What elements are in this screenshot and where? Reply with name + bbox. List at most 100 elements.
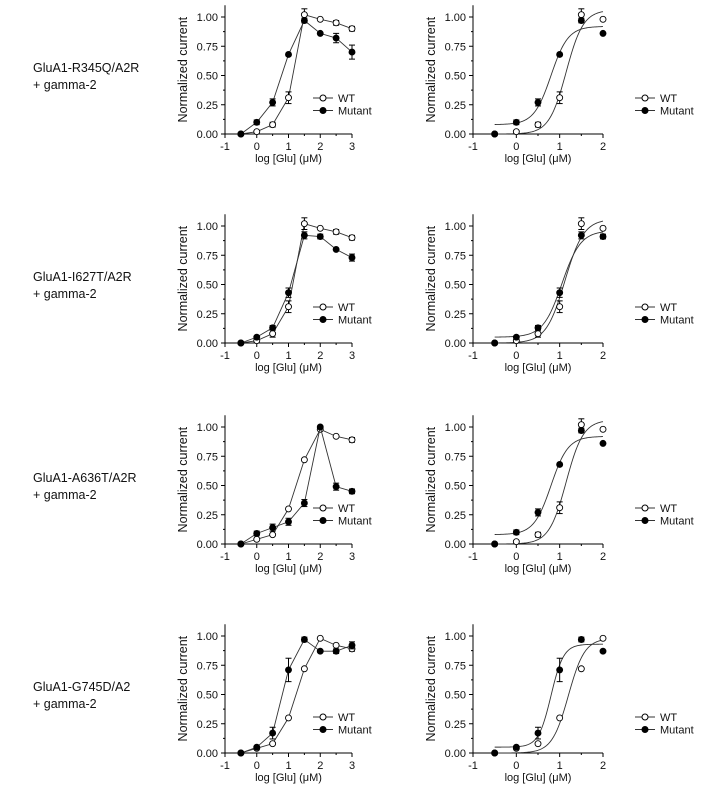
fit-curve-mutant xyxy=(494,436,604,535)
construct-subunit: + gamma-2 xyxy=(33,488,97,502)
data-point-mutant xyxy=(332,34,340,42)
y-tick-label: 0.75 xyxy=(197,451,218,463)
fit-curve-wt xyxy=(494,11,604,135)
x-tick-label: 2 xyxy=(600,551,606,563)
data-point-wt xyxy=(285,505,292,513)
legend-marker-mutant xyxy=(319,726,327,733)
legend-marker-mutant xyxy=(641,726,649,733)
y-axis-label: Normalized current xyxy=(424,635,438,741)
y-tick-label: 0.25 xyxy=(445,309,466,321)
x-axis-label: log [Glu] (μM) xyxy=(255,772,322,784)
data-point-mutant xyxy=(534,508,542,516)
data-point-wt xyxy=(285,303,292,311)
data-point-wt xyxy=(534,330,542,338)
legend-label: Mutant xyxy=(660,315,694,327)
construct-name: GluA1-I627T/A2R xyxy=(33,270,132,284)
x-axis-label: log [Glu] (μM) xyxy=(505,563,572,575)
data-point-mutant xyxy=(491,540,499,548)
x-tick-label: 1 xyxy=(557,551,563,563)
data-point-mutant xyxy=(556,50,564,58)
y-tick-label: 0.00 xyxy=(197,338,218,350)
y-tick-label: 0.75 xyxy=(445,41,466,53)
y-axis-label: Normalized current xyxy=(424,16,438,122)
data-point-wt xyxy=(300,665,308,673)
row-label-3: GluA1-A636T/A2R + gamma-2 xyxy=(33,470,137,504)
data-point-wt xyxy=(253,128,261,136)
data-point-mutant xyxy=(577,636,585,643)
x-tick-label: 3 xyxy=(349,350,355,362)
data-point-mutant xyxy=(599,233,607,240)
legend-label: WT xyxy=(338,93,355,105)
y-tick-label: 0.50 xyxy=(197,71,218,83)
data-point-wt xyxy=(269,121,277,129)
x-tick-label: 1 xyxy=(285,350,291,362)
data-point-mutant xyxy=(237,540,245,548)
data-point-wt xyxy=(599,634,607,642)
data-point-mutant xyxy=(316,647,324,655)
y-axis-label: Normalized current xyxy=(424,225,438,331)
x-tick-label: -1 xyxy=(220,760,230,772)
data-point-mutant xyxy=(316,29,324,37)
data-point-wt xyxy=(300,220,308,228)
data-point-mutant xyxy=(577,427,585,434)
data-point-mutant xyxy=(300,636,308,643)
data-point-mutant xyxy=(300,231,308,239)
legend-label: WT xyxy=(660,302,677,314)
construct-subunit: + gamma-2 xyxy=(33,287,97,301)
data-point-mutant xyxy=(491,130,499,138)
data-point-wt xyxy=(285,94,292,102)
y-axis-label: Normalized current xyxy=(176,426,190,532)
y-tick-label: 0.00 xyxy=(445,748,466,760)
x-axis-label: log [Glu] (μM) xyxy=(255,153,322,165)
y-axis-label: Normalized current xyxy=(176,225,190,331)
legend-marker-mutant xyxy=(641,107,649,114)
x-tick-label: -1 xyxy=(468,551,478,563)
x-tick-label: 1 xyxy=(285,141,291,153)
data-point-wt xyxy=(577,665,585,673)
panel-right-row-1: 0.00 0.25 0.50 0.75 1.00 -1 0 1 2 log [Glu] (μM) N… xyxy=(424,5,694,165)
x-axis-label: log [Glu] (μM) xyxy=(505,153,572,165)
y-tick-label: 0.50 xyxy=(445,71,466,83)
y-tick-label: 0.75 xyxy=(445,660,466,672)
data-point-wt xyxy=(316,634,324,642)
y-axis-label: Normalized current xyxy=(176,635,190,741)
y-tick-label: 0.50 xyxy=(445,690,466,702)
y-tick-label: 0.00 xyxy=(197,748,218,760)
construct-name: GluA1-A636T/A2R xyxy=(33,471,137,485)
data-point-mutant xyxy=(556,289,564,297)
data-point-mutant xyxy=(253,118,261,126)
data-point-wt xyxy=(599,224,607,232)
data-point-mutant xyxy=(269,98,277,106)
data-point-wt xyxy=(332,19,340,27)
data-point-mutant xyxy=(534,324,542,332)
y-tick-label: 0.75 xyxy=(445,451,466,463)
y-tick-label: 1.00 xyxy=(445,12,466,24)
data-point-mutant xyxy=(300,17,308,24)
x-tick-label: 1 xyxy=(285,551,291,563)
data-point-wt xyxy=(512,538,520,546)
y-tick-label: 0.25 xyxy=(445,100,466,112)
x-tick-label: 1 xyxy=(557,141,563,153)
x-tick-label: 0 xyxy=(513,760,519,772)
panel-right-row-4: 0.00 0.25 0.50 0.75 1.00 -1 0 1 2 log [Glu] (μM) N… xyxy=(424,624,694,784)
legend-label: Mutant xyxy=(660,725,694,737)
data-point-mutant xyxy=(269,524,277,532)
legend-marker-wt xyxy=(319,94,327,102)
construct-subunit: + gamma-2 xyxy=(33,697,97,711)
data-point-mutant xyxy=(491,749,499,757)
data-point-wt xyxy=(577,421,585,429)
legend-marker-mutant xyxy=(319,316,327,323)
y-tick-label: 0.50 xyxy=(197,280,218,292)
data-point-mutant xyxy=(512,333,520,341)
legend-label: Mutant xyxy=(338,725,372,737)
y-tick-label: 0.00 xyxy=(445,338,466,350)
x-tick-label: -1 xyxy=(220,141,230,153)
y-tick-label: 1.00 xyxy=(197,12,218,24)
y-tick-label: 0.50 xyxy=(445,481,466,493)
data-point-mutant xyxy=(512,528,520,536)
x-tick-label: 0 xyxy=(254,141,260,153)
panel-left-row-3: 0.00 0.25 0.50 0.75 1.00 -1 0 1 2 3 log [Glu] (μM)… xyxy=(176,415,372,575)
y-tick-label: 0.75 xyxy=(197,660,218,672)
legend-label: WT xyxy=(338,302,355,314)
